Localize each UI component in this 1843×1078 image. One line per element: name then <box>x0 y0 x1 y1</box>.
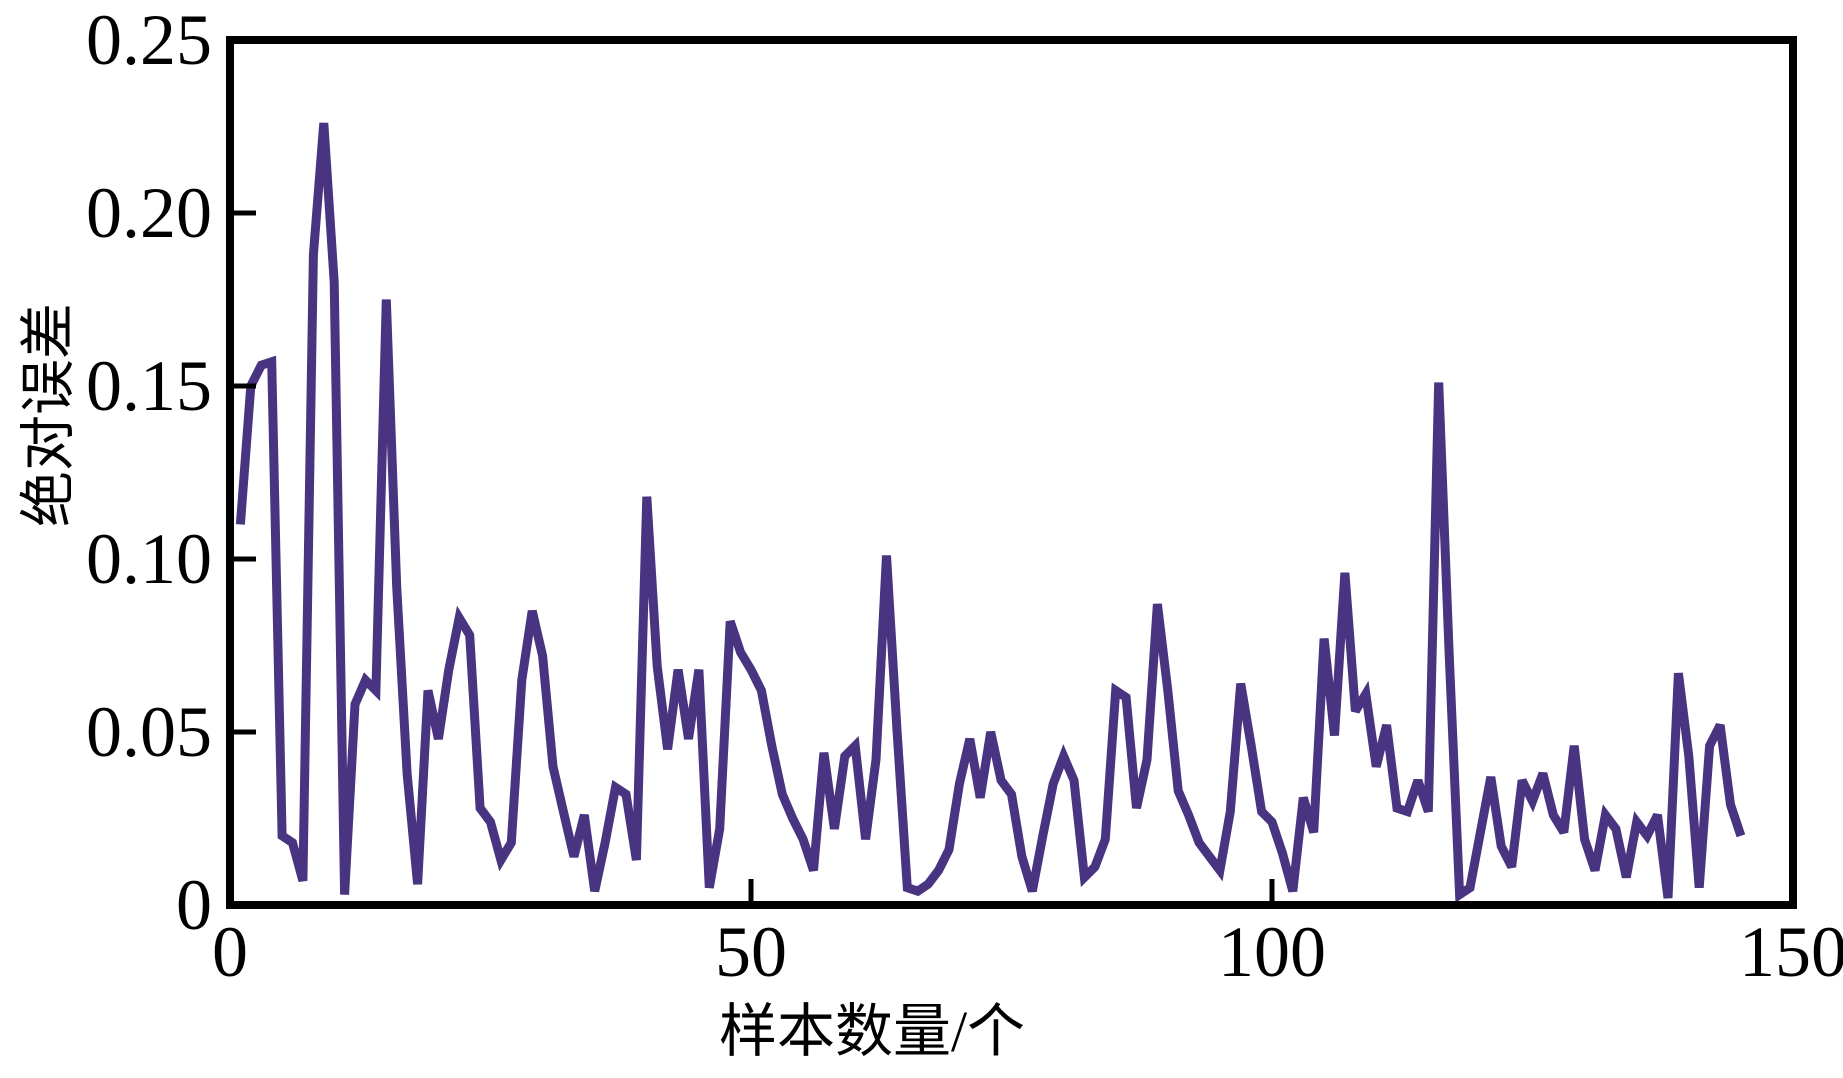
y-axis-title-text: 绝对误差 <box>18 303 81 527</box>
error-series-line <box>235 122 1746 903</box>
y-tick-label-0.10: 0.10 <box>86 519 212 599</box>
x-tick-label-0: 0 <box>212 912 248 992</box>
y-tick-label-0.15: 0.15 <box>86 346 212 426</box>
plot-frame <box>226 36 1797 909</box>
y-tick-label-0.20: 0.20 <box>86 173 212 253</box>
y-tick-label-0.25: 0.25 <box>86 0 212 80</box>
x-axis-title-text: 样本数量/个 <box>718 999 1026 1064</box>
x-tick-label-150: 150 <box>1739 912 1843 992</box>
y-tick-label-0.05: 0.05 <box>86 692 212 772</box>
x-tick-label-100: 100 <box>1218 912 1326 992</box>
x-tick-label-50: 50 <box>715 912 787 992</box>
y-tick-label-0: 0 <box>176 865 212 945</box>
